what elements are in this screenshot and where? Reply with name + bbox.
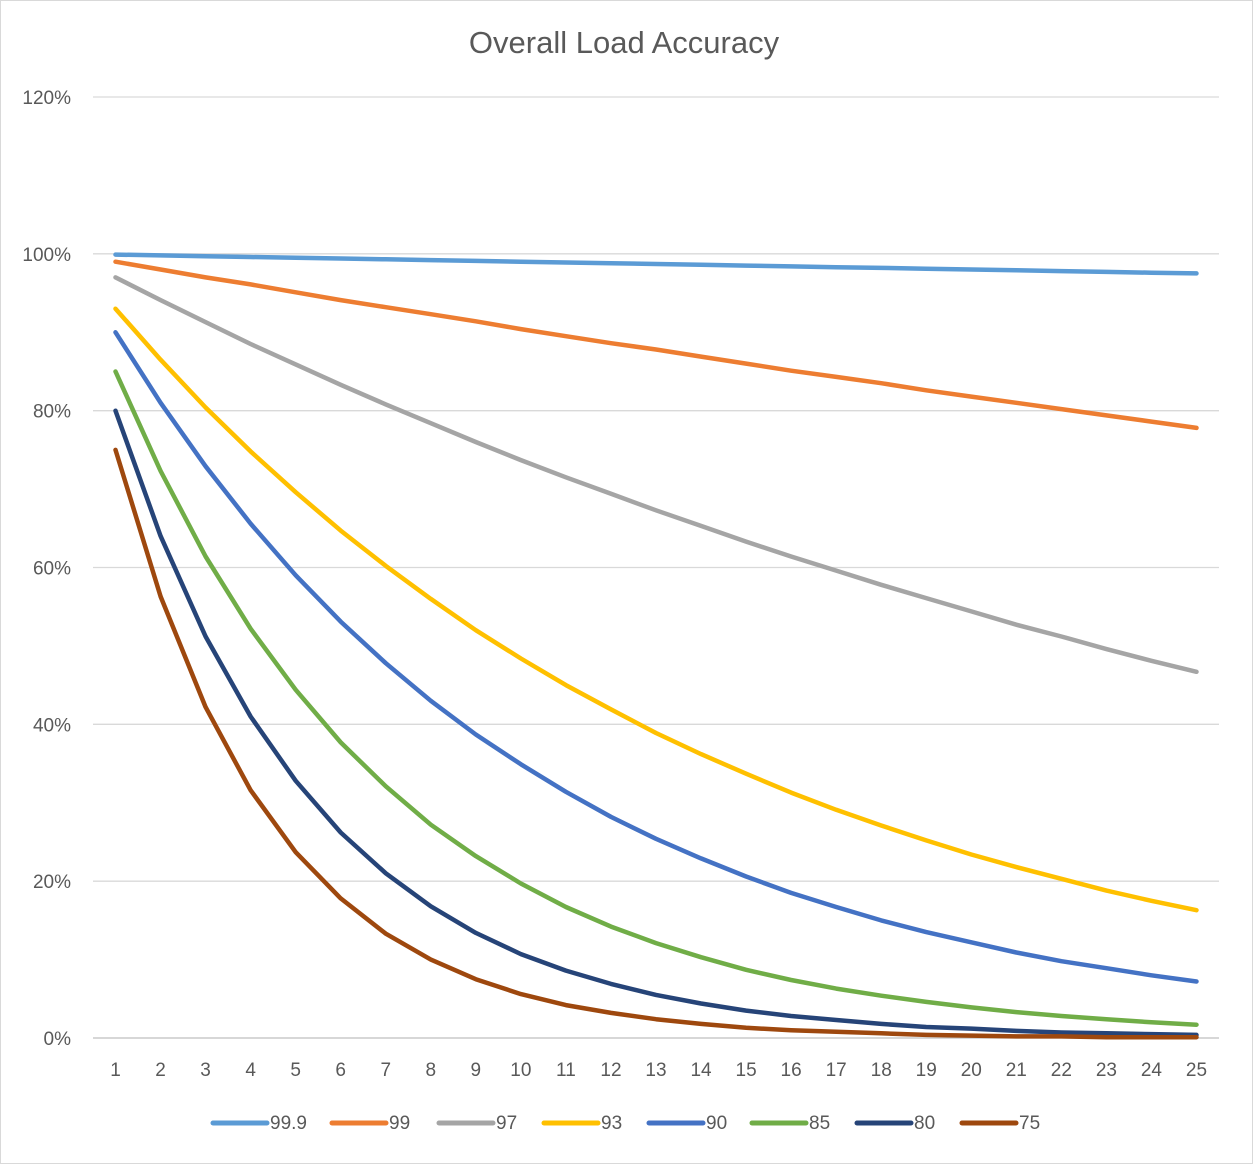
y-tick-label: 40%	[33, 715, 71, 736]
x-tick-label: 3	[200, 1060, 211, 1081]
legend-label: 80	[914, 1113, 935, 1134]
x-tick-label: 17	[826, 1060, 847, 1081]
x-axis-tick-labels: 1 2 3 4 5 6 7 8 9 10 11 12 13 14 15 16 17 18 19 20 21 22 23 24 2…	[110, 1060, 1207, 1081]
legend-label: 99.9	[270, 1113, 307, 1134]
x-tick-label: 24	[1141, 1060, 1163, 1081]
x-tick-label: 25	[1186, 1060, 1207, 1081]
legend-label: 99	[389, 1113, 410, 1134]
legend-item-99: 99	[329, 1113, 410, 1134]
series-line-80	[113, 408, 1199, 1038]
x-tick-label: 6	[335, 1060, 346, 1081]
y-tick-label: 0%	[44, 1029, 72, 1050]
x-tick-label: 11	[556, 1060, 576, 1081]
series-line-99.9	[113, 252, 1199, 276]
legend: 99.9 99 97 93 90 85 80 75	[210, 1113, 1040, 1134]
legend-item-75: 75	[959, 1113, 1040, 1134]
legend-label: 93	[601, 1113, 622, 1134]
series-lines	[113, 252, 1199, 1040]
legend-label: 90	[706, 1113, 727, 1134]
legend-item-90: 90	[646, 1113, 727, 1134]
y-tick-label: 80%	[33, 402, 71, 423]
legend-item-99.9: 99.9	[210, 1113, 307, 1134]
gridlines	[93, 96, 1219, 882]
legend-label: 75	[1019, 1113, 1040, 1134]
x-tick-label: 22	[1051, 1060, 1072, 1081]
x-tick-label: 4	[245, 1060, 256, 1081]
x-tick-label: 1	[110, 1060, 121, 1081]
series-line-75	[113, 447, 1199, 1040]
legend-item-93: 93	[541, 1113, 622, 1134]
x-tick-label: 2	[155, 1060, 166, 1081]
y-tick-label: 60%	[33, 559, 71, 580]
series-line-97	[113, 275, 1199, 675]
y-tick-label: 120%	[22, 88, 71, 109]
x-tick-label: 16	[781, 1060, 802, 1081]
series-line-99	[113, 259, 1199, 431]
series-line-85	[113, 369, 1199, 1027]
x-tick-label: 15	[736, 1060, 757, 1081]
x-tick-label: 23	[1096, 1060, 1117, 1081]
chart-title: Overall Load Accuracy	[469, 25, 780, 60]
x-tick-label: 12	[600, 1060, 621, 1081]
x-tick-label: 5	[290, 1060, 301, 1081]
x-tick-label: 10	[510, 1060, 531, 1081]
series-line-90	[113, 330, 1199, 984]
legend-item-85: 85	[749, 1113, 830, 1134]
legend-label: 85	[809, 1113, 830, 1134]
y-tick-label: 100%	[22, 245, 71, 266]
x-tick-label: 9	[471, 1060, 482, 1081]
x-tick-label: 14	[690, 1060, 712, 1081]
legend-item-80: 80	[854, 1113, 935, 1134]
x-tick-label: 18	[871, 1060, 892, 1081]
y-axis-tick-labels: 0% 20% 40% 60% 80% 100% 120%	[22, 88, 71, 1050]
series-line-93	[113, 306, 1199, 913]
x-tick-label: 13	[645, 1060, 666, 1081]
x-tick-label: 21	[1006, 1060, 1027, 1081]
x-tick-label: 8	[426, 1060, 437, 1081]
legend-item-97: 97	[436, 1113, 517, 1134]
y-tick-label: 20%	[33, 872, 71, 893]
x-tick-label: 7	[380, 1060, 391, 1081]
legend-label: 97	[496, 1113, 517, 1134]
x-tick-label: 19	[916, 1060, 937, 1081]
x-tick-label: 20	[961, 1060, 982, 1081]
